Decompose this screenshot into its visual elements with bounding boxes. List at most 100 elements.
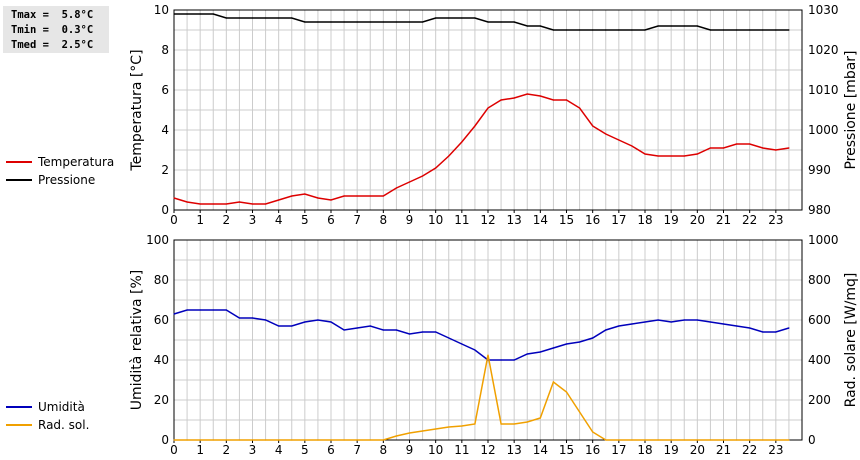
y-left-tick-label: 6: [161, 83, 169, 97]
x-tick-label: 23: [768, 213, 783, 227]
series-line-temperatura: [173, 93, 790, 205]
data-point-pressione: [382, 21, 384, 23]
data-point-temperatura: [421, 175, 424, 177]
data-point-umidit: [408, 333, 411, 335]
y-right-tick-label: 200: [808, 393, 831, 407]
x-tick-label: 17: [611, 443, 626, 457]
data-point-umidit: [552, 347, 555, 349]
y-right-tick-label: 600: [808, 313, 831, 327]
x-tick-label: 22: [742, 213, 757, 227]
data-point-temperatura: [605, 133, 607, 135]
data-point-temperatura: [657, 155, 659, 157]
data-point-temperatura: [539, 95, 541, 97]
data-point-rad-sol: [487, 354, 489, 356]
x-tick-label: 5: [301, 213, 309, 227]
x-tick-label: 14: [533, 213, 548, 227]
data-point-temperatura: [264, 203, 267, 205]
y-left-tick-label: 60: [154, 313, 169, 327]
data-point-rad-sol: [644, 439, 646, 441]
x-tick-label: 8: [380, 443, 388, 457]
data-point-pressione: [225, 17, 227, 19]
data-point-temperatura: [304, 193, 306, 195]
legend-label-pressione: Pressione: [38, 173, 96, 187]
data-point-umidit: [539, 351, 541, 353]
legend-item-temperatura: Temperatura: [6, 153, 114, 171]
x-tick-label: 0: [170, 213, 178, 227]
data-point-temperatura: [408, 181, 411, 183]
data-point-temperatura: [474, 125, 476, 127]
x-tick-label: 4: [275, 443, 283, 457]
x-tick-label: 7: [353, 443, 361, 457]
data-point-umidit: [173, 313, 175, 315]
x-tick-label: 9: [406, 443, 414, 457]
x-tick-label: 22: [742, 443, 757, 457]
data-point-temperatura: [709, 147, 712, 149]
data-point-umidit: [474, 349, 476, 351]
data-point-rad-sol: [762, 439, 764, 441]
data-point-pressione: [605, 29, 607, 31]
data-point-pressione: [343, 21, 345, 23]
series-line-rad-sol: [174, 354, 789, 441]
data-point-umidit: [618, 325, 620, 327]
data-point-umidit: [435, 331, 437, 333]
data-point-pressione: [749, 29, 751, 31]
data-point-umidit: [251, 317, 254, 319]
data-point-temperatura: [775, 149, 777, 151]
y-left-tick-label: 0: [161, 203, 169, 217]
data-point-pressione: [330, 21, 332, 23]
data-point-umidit: [722, 323, 725, 325]
y-right-tick-label: 1000: [808, 233, 839, 247]
top-legend: Temperatura Pressione: [6, 153, 114, 189]
data-point-rad-sol: [199, 439, 201, 441]
y-right-tick-label: 400: [808, 353, 831, 367]
x-tick-label: 15: [559, 443, 574, 457]
data-point-rad-sol: [186, 439, 188, 441]
data-point-umidit: [212, 309, 214, 311]
data-point-temperatura: [382, 195, 384, 197]
data-point-rad-sol: [343, 439, 345, 441]
data-point-pressione: [683, 25, 685, 27]
data-point-rad-sol: [565, 391, 568, 393]
stats-box: Tmax = 5.8°C Tmin = 0.3°C Tmed = 2.5°C: [3, 6, 109, 53]
x-tick-label: 11: [454, 443, 469, 457]
data-point-temperatura: [186, 201, 188, 203]
x-tick-label: 11: [454, 213, 469, 227]
data-point-pressione: [670, 25, 672, 27]
data-point-rad-sol: [631, 439, 633, 441]
data-point-pressione: [500, 21, 502, 23]
data-point-umidit: [395, 329, 398, 331]
data-point-pressione: [775, 29, 777, 31]
data-point-rad-sol: [461, 425, 463, 427]
x-tick-label: 13: [507, 213, 522, 227]
x-tick-label: 2: [223, 443, 231, 457]
data-point-pressione: [762, 29, 764, 31]
data-point-umidit: [448, 337, 450, 339]
data-point-rad-sol: [212, 439, 214, 441]
data-point-rad-sol: [775, 439, 777, 441]
data-point-rad-sol: [251, 439, 254, 441]
data-point-pressione: [618, 29, 620, 31]
data-point-rad-sol: [657, 439, 659, 441]
data-point-temperatura: [565, 99, 568, 101]
x-tick-label: 7: [353, 213, 361, 227]
data-point-rad-sol: [356, 439, 358, 441]
data-point-rad-sol: [317, 439, 319, 441]
data-point-temperatura: [552, 99, 555, 101]
data-point-rad-sol: [369, 439, 371, 441]
y-right-tick-label: 0: [808, 433, 816, 447]
data-point-umidit: [644, 321, 646, 323]
data-point-pressione: [696, 25, 698, 27]
data-point-rad-sol: [408, 432, 411, 434]
data-point-rad-sol: [225, 439, 227, 441]
data-point-temperatura: [238, 201, 241, 203]
data-point-pressione: [657, 25, 659, 27]
data-point-pressione: [238, 17, 241, 19]
data-point-rad-sol: [173, 439, 175, 441]
data-point-umidit: [186, 309, 188, 311]
data-point-temperatura: [291, 195, 293, 197]
y-left-tick-label: 8: [161, 43, 169, 57]
x-tick-label: 12: [480, 443, 495, 457]
data-point-temperatura: [199, 203, 201, 205]
data-point-rad-sol: [526, 421, 528, 423]
legend-item-radsol: Rad. sol.: [6, 416, 89, 434]
